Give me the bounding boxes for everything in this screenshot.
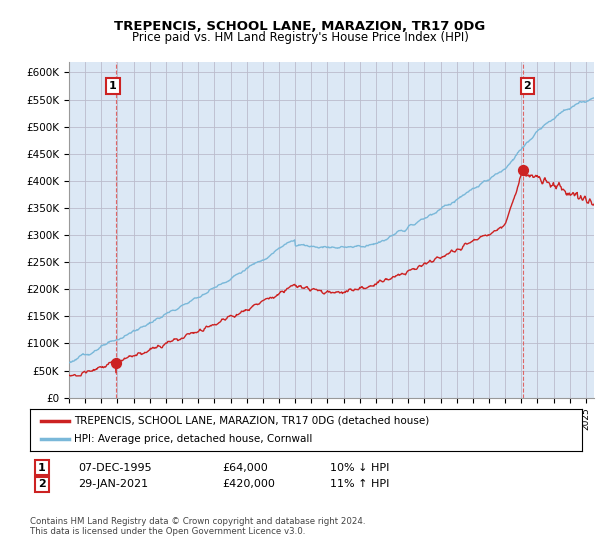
Text: HPI: Average price, detached house, Cornwall: HPI: Average price, detached house, Corn… (74, 434, 313, 444)
Text: 07-DEC-1995: 07-DEC-1995 (78, 463, 152, 473)
Text: 2: 2 (38, 479, 46, 489)
Text: TREPENCIS, SCHOOL LANE, MARAZION, TR17 0DG (detached house): TREPENCIS, SCHOOL LANE, MARAZION, TR17 0… (74, 416, 430, 426)
Text: TREPENCIS, SCHOOL LANE, MARAZION, TR17 0DG: TREPENCIS, SCHOOL LANE, MARAZION, TR17 0… (115, 20, 485, 32)
Point (112, 358, 121, 367)
Text: 10% ↓ HPI: 10% ↓ HPI (330, 463, 389, 473)
Text: £64,000: £64,000 (222, 463, 268, 473)
Text: Price paid vs. HM Land Registry's House Price Index (HPI): Price paid vs. HM Land Registry's House … (131, 31, 469, 44)
Text: 1: 1 (38, 463, 46, 473)
Text: 2: 2 (524, 81, 532, 91)
Text: 1: 1 (109, 81, 117, 91)
Text: £420,000: £420,000 (222, 479, 275, 489)
Text: 29-JAN-2021: 29-JAN-2021 (78, 479, 148, 489)
Point (518, 166, 527, 175)
Text: 11% ↑ HPI: 11% ↑ HPI (330, 479, 389, 489)
Text: Contains HM Land Registry data © Crown copyright and database right 2024.
This d: Contains HM Land Registry data © Crown c… (30, 517, 365, 536)
